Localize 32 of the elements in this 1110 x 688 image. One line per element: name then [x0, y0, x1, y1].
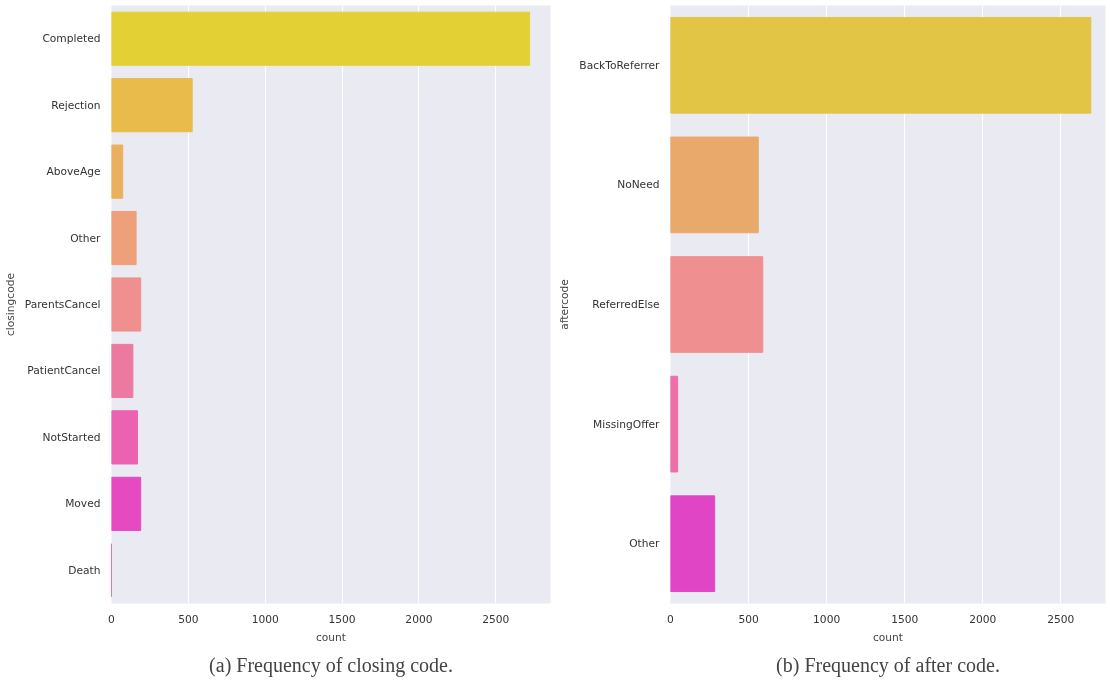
x-tick-label: 1500: [328, 612, 356, 626]
y-tick-label: PatientCancel: [27, 364, 101, 378]
y-tick-label: Other: [629, 537, 661, 551]
text: (a) Frequency of closing code.: [209, 653, 453, 677]
y-tick-label: ReferredElse: [592, 298, 660, 311]
x-tick-label: 2000: [969, 612, 997, 626]
y-tick-label: NotStarted: [42, 430, 101, 444]
x-tick-label: 1000: [813, 612, 841, 626]
x-tick-label: 2000: [405, 612, 433, 626]
x-tick-label: 2500: [1047, 612, 1075, 626]
x-tick-label: 0: [108, 612, 116, 626]
x-axis-title: count: [872, 630, 904, 644]
x-axis-title: count: [315, 630, 347, 644]
y-tick-label: Moved: [65, 497, 101, 511]
y-axis-title: closingcode: [3, 272, 17, 337]
y-tick-label: BackToReferrer: [579, 58, 661, 72]
x-tick-label: 1000: [251, 612, 279, 626]
x-tick-label: 500: [738, 612, 759, 626]
x-tick-label: 1500: [891, 612, 919, 626]
x-tick-label: 2500: [482, 612, 510, 626]
x-tick-label: 500: [178, 612, 199, 626]
y-tick-label: Rejection: [51, 98, 101, 112]
y-tick-label: ParentsCancel: [24, 298, 101, 311]
y-tick-label: AboveAge: [46, 165, 101, 179]
x-tick-label: 0: [667, 612, 675, 626]
y-tick-label: MissingOffer: [593, 417, 661, 431]
y-tick-label: NoNeed: [617, 178, 660, 192]
y-tick-label: Death: [68, 563, 101, 577]
y-axis-title: aftercode: [558, 279, 572, 330]
y-tick-label: Other: [70, 231, 102, 245]
text: (b) Frequency of after code.: [776, 653, 1000, 677]
y-tick-label: Completed: [42, 32, 101, 46]
